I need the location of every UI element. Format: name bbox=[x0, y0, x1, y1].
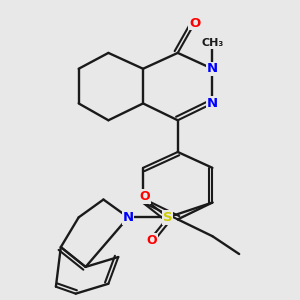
Text: N: N bbox=[207, 62, 218, 75]
Text: CH₃: CH₃ bbox=[201, 38, 224, 48]
Text: N: N bbox=[207, 97, 218, 110]
Text: N: N bbox=[123, 211, 134, 224]
Text: O: O bbox=[140, 190, 150, 203]
Text: O: O bbox=[189, 17, 200, 30]
Text: S: S bbox=[163, 211, 172, 224]
Text: O: O bbox=[147, 234, 157, 247]
